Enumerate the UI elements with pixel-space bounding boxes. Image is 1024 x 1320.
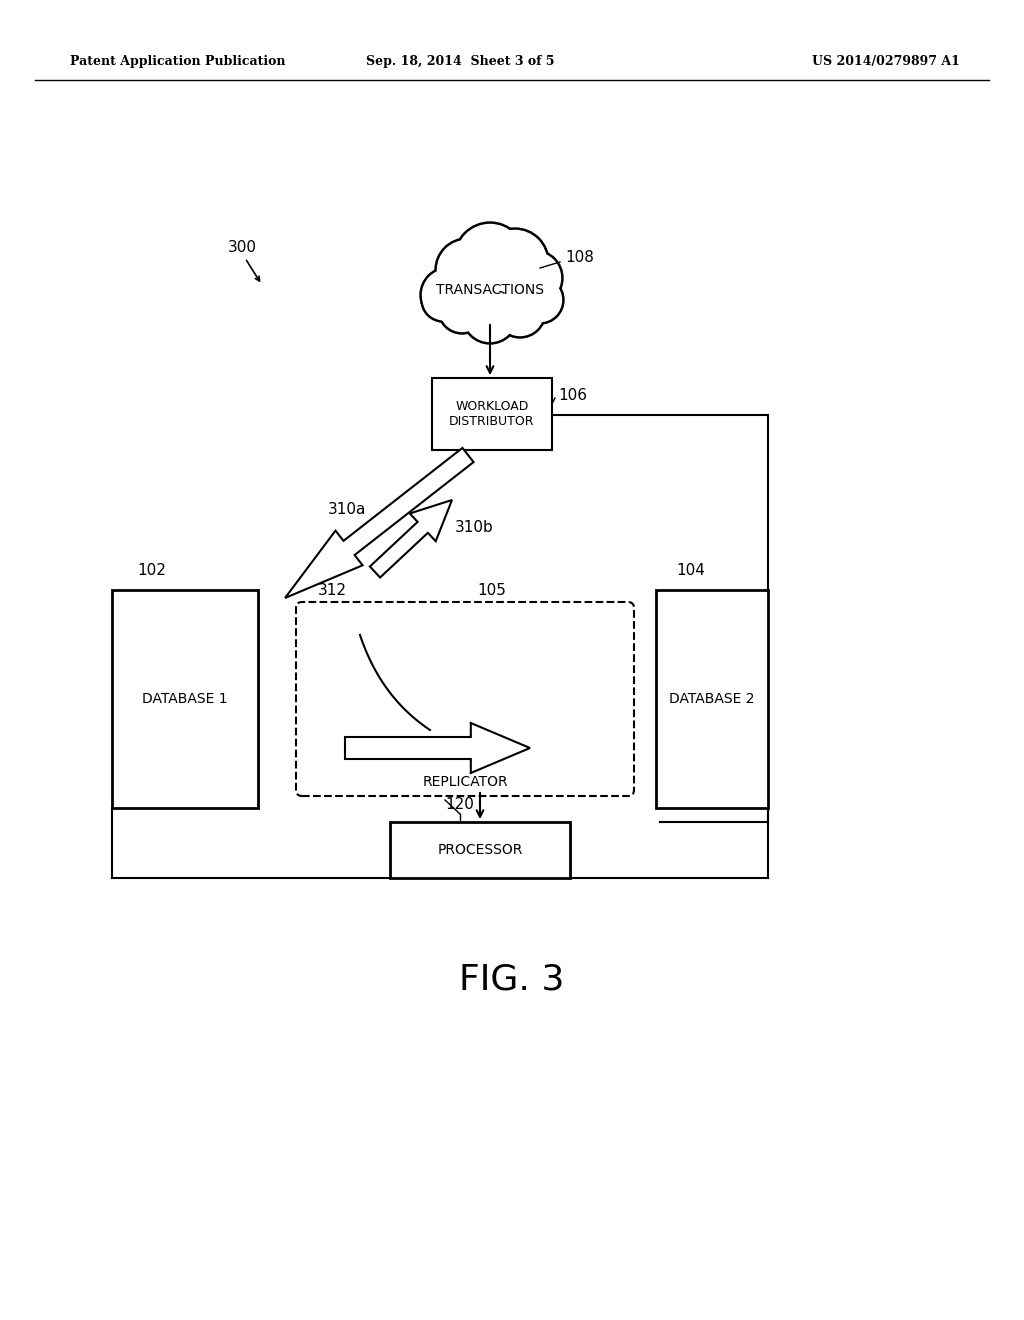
Circle shape [516, 276, 564, 323]
Bar [656, 590, 768, 808]
Bar [432, 378, 552, 450]
Circle shape [510, 252, 560, 304]
Circle shape [483, 231, 547, 293]
Text: Patent Application Publication: Patent Application Publication [70, 55, 286, 69]
Text: 120: 120 [445, 797, 474, 812]
Polygon shape [345, 723, 530, 774]
Circle shape [465, 290, 515, 342]
Text: 300: 300 [228, 240, 257, 256]
Text: 105: 105 [477, 583, 506, 598]
Polygon shape [443, 300, 540, 319]
Text: 108: 108 [565, 251, 594, 265]
Text: 106: 106 [558, 388, 587, 403]
Text: DATABASE 2: DATABASE 2 [670, 692, 755, 706]
Bar [112, 590, 258, 808]
Circle shape [438, 286, 486, 334]
Text: REPLICATOR: REPLICATOR [422, 775, 508, 789]
Circle shape [424, 281, 463, 319]
Circle shape [518, 279, 561, 322]
Circle shape [421, 279, 465, 322]
Text: FIG. 3: FIG. 3 [460, 964, 564, 997]
Circle shape [454, 222, 526, 294]
Circle shape [420, 267, 476, 323]
Circle shape [437, 240, 497, 300]
Text: Sep. 18, 2014  Sheet 3 of 5: Sep. 18, 2014 Sheet 3 of 5 [366, 55, 554, 69]
Text: 102: 102 [137, 564, 167, 578]
Text: PROCESSOR: PROCESSOR [437, 843, 522, 857]
Text: 310b: 310b [455, 520, 494, 536]
Circle shape [457, 224, 523, 292]
Text: 310a: 310a [328, 503, 367, 517]
Circle shape [423, 269, 473, 321]
Circle shape [497, 289, 544, 335]
Text: TRANSACTIONS: TRANSACTIONS [436, 282, 544, 297]
Text: 312: 312 [318, 583, 347, 598]
Polygon shape [285, 447, 473, 598]
Text: 104: 104 [676, 564, 705, 578]
Circle shape [507, 249, 563, 306]
Bar [390, 822, 570, 878]
Circle shape [494, 286, 546, 338]
Circle shape [435, 238, 499, 302]
Text: US 2014/0279897 A1: US 2014/0279897 A1 [812, 55, 961, 69]
Circle shape [481, 228, 549, 296]
FancyBboxPatch shape [296, 602, 634, 796]
Text: WORKLOAD
DISTRIBUTOR: WORKLOAD DISTRIBUTOR [450, 400, 535, 428]
Text: DATABASE 1: DATABASE 1 [142, 692, 227, 706]
Circle shape [462, 288, 518, 345]
Polygon shape [370, 500, 452, 577]
Circle shape [440, 289, 483, 331]
